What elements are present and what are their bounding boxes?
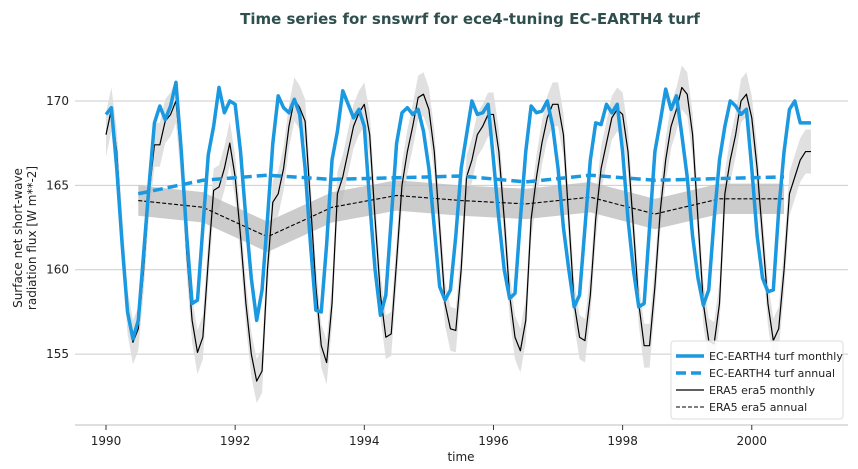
x-tick-label: 1990 (91, 434, 122, 448)
legend-label: ERA5 era5 annual (709, 401, 807, 414)
legend-label: EC-EARTH4 turf annual (709, 367, 835, 380)
y-axis-label-line-2: radiation flux [W m**-2] (25, 166, 39, 310)
x-axis-label: time (447, 450, 474, 464)
y-axis-label-line-1: Surface net short-wave (11, 168, 25, 308)
legend: EC-EARTH4 turf monthly EC-EARTH4 turf ann… (670, 340, 844, 420)
y-axis-label: Surface net short-wave radiation flux [W… (11, 166, 39, 310)
y-tick-label: 160 (46, 263, 69, 277)
y-tick-label: 165 (46, 178, 69, 192)
series-lines (104, 80, 811, 382)
x-axis-ticks: 1990 1992 1994 1996 1998 2000 (91, 425, 767, 448)
x-tick-label: 1994 (349, 434, 380, 448)
series-line-2 (105, 86, 811, 382)
series-line-0 (104, 80, 811, 341)
x-tick-label: 2000 (737, 434, 768, 448)
legend-label: EC-EARTH4 turf monthly (709, 350, 843, 363)
legend-label: ERA5 era5 monthly (709, 384, 815, 397)
x-tick-label: 1998 (607, 434, 638, 448)
x-tick-label: 1996 (478, 434, 509, 448)
y-tick-label: 155 (46, 347, 69, 361)
x-tick-label: 1992 (220, 434, 251, 448)
y-tick-label: 170 (46, 94, 69, 108)
spread-band-3 (138, 180, 785, 253)
chart-title: Time series for snswrf for ece4-tuning E… (240, 10, 700, 28)
y-axis-ticks: 155 160 165 170 (46, 94, 69, 361)
series-line-3 (138, 194, 785, 238)
